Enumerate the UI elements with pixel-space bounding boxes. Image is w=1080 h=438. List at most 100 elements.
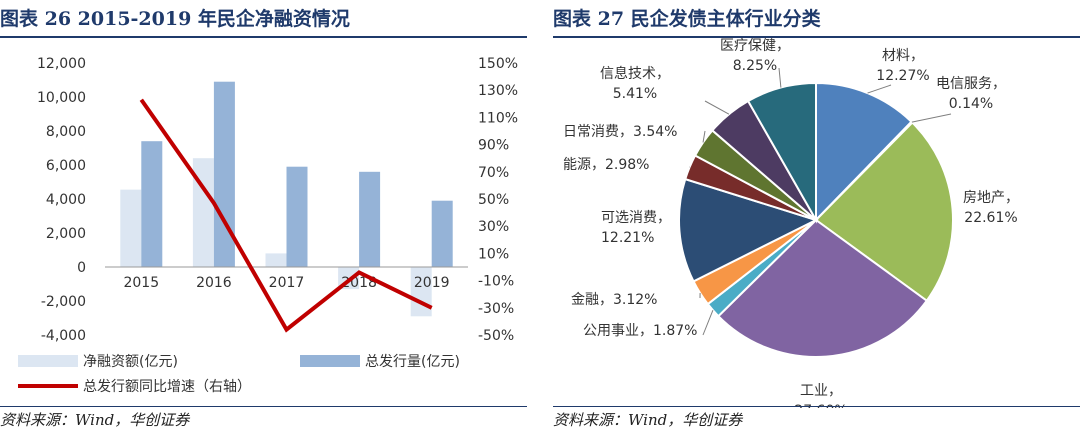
y-left-tick-label: -2,000	[41, 294, 86, 310]
slice-sep: ，	[657, 210, 671, 226]
slice-label: 电信服务，	[936, 76, 1006, 92]
bar	[286, 166, 308, 267]
slice-value: 12.21%	[601, 230, 654, 246]
source-divider	[0, 406, 527, 407]
x-tick-label: 2015	[123, 275, 159, 291]
slice-value: 2.98%	[605, 157, 649, 173]
slice-value: 27.60%	[794, 403, 847, 408]
slice-value: 0.14%	[949, 96, 993, 112]
slice-value: 8.25%	[733, 58, 777, 74]
bar	[431, 200, 453, 267]
slice-label: 能源，2.98%	[563, 157, 649, 173]
slice-name: 材料	[882, 48, 910, 64]
chart-title: 图表 26 2015-2019 年民企净融资情况	[0, 8, 350, 30]
pie-slice	[716, 218, 929, 358]
leader-line	[867, 84, 892, 94]
y-left-tick-label: 0	[77, 260, 86, 276]
slice-name: 公用事业	[583, 323, 639, 339]
leader-line	[702, 310, 714, 336]
slice-name: 房地产	[963, 190, 1005, 206]
y-right-tick-label: 70%	[478, 165, 509, 181]
y-right-tick-label: -50%	[478, 328, 514, 344]
slice-sep: ，	[828, 383, 842, 399]
y-right-tick-label: 150%	[478, 56, 518, 72]
slice-name: 电信服务	[936, 76, 992, 92]
source-note: 资料来源：Wind，华创证券	[553, 411, 743, 429]
pie-slice	[678, 177, 819, 283]
chart-panel-net-financing: 图表 26 2015-2019 年民企净融资情况 12,000 10,000 8,0…	[0, 0, 527, 438]
slice-label: 房地产，	[963, 190, 1019, 206]
bar	[141, 141, 163, 267]
y-right-tick-label: -30%	[478, 301, 514, 317]
y-left-tick-label: 2,000	[46, 226, 86, 242]
slice-value: 1.87%	[653, 323, 697, 339]
slice-label: 日常消费，3.54%	[563, 124, 677, 140]
slice-sep: ，	[776, 38, 790, 54]
slice-value: 5.41%	[613, 86, 657, 102]
legend-label: 总发行额同比增速（右轴）	[83, 379, 251, 395]
slice-name: 医疗保健	[720, 38, 776, 54]
slice-value: 22.61%	[964, 210, 1017, 226]
slice-name: 金融	[571, 292, 599, 308]
source-divider	[553, 406, 1080, 407]
slice-sep: ，	[1005, 190, 1019, 206]
y-right-tick-label: 30%	[478, 219, 509, 235]
industry-pie-chart: 材料，12.27%电信服务，0.14%房地产，22.61%工业，27.60%公用…	[563, 38, 1019, 408]
slice-label: 金融，3.12%	[571, 292, 657, 308]
y-right-tick-label: 10%	[478, 246, 509, 262]
y-right-tick-label: 90%	[478, 138, 509, 154]
title-divider	[553, 36, 1080, 38]
slice-name: 日常消费	[563, 124, 619, 140]
leader-line	[704, 100, 730, 115]
y-right-tick-label: -10%	[478, 274, 514, 290]
y-right-tick-label: 130%	[478, 83, 518, 99]
leader-line	[778, 67, 782, 88]
slice-value: 3.54%	[633, 124, 677, 140]
slice-label: 医疗保健，	[720, 38, 790, 54]
slice-sep: ，	[656, 66, 670, 82]
x-tick-label: 2016	[196, 275, 232, 291]
legend-swatch	[18, 355, 78, 367]
leader-line	[702, 130, 706, 143]
leader-line	[911, 113, 952, 123]
slice-name: 能源	[563, 157, 591, 173]
y-left-tick-label: -4,000	[41, 328, 86, 344]
slice-name: 信息技术	[600, 65, 656, 82]
slice-value: 3.12%	[613, 292, 657, 308]
growth-line	[139, 98, 433, 333]
y-left-tick-label: 12,000	[37, 56, 86, 72]
chart-panel-industry: 图表 27 民企发债主体行业分类 材料， 12.27% 电信服务， 0.14% 房地产，…	[553, 0, 1080, 438]
y-right-tick-label: 50%	[478, 192, 509, 208]
slice-value: 12.27%	[876, 68, 929, 84]
y-left-tick-label: 4,000	[46, 192, 86, 208]
legend-swatch	[300, 355, 360, 367]
pie-slice	[814, 121, 954, 303]
slice-sep: ，	[639, 323, 653, 339]
slice-name: 可选消费	[601, 210, 657, 226]
x-tick-label: 2019	[414, 275, 450, 291]
net-financing-chart: 12,000 10,000 8,000 6,000 4,000 2,000 0 -2,000 -…	[18, 56, 518, 395]
y-right-tick-label: 110%	[478, 110, 518, 126]
slice-sep: ，	[910, 48, 924, 64]
y-left-tick-label: 8,000	[46, 124, 86, 140]
slice-label: 公用事业，1.87%	[583, 323, 697, 339]
slice-sep: ，	[591, 157, 605, 173]
slice-label: 可选消费，	[601, 210, 671, 226]
title-divider	[0, 36, 527, 38]
slice-label: 材料，	[882, 48, 924, 64]
x-tick-label: 2017	[269, 275, 305, 291]
slice-label: 工业，	[800, 383, 842, 399]
slice-sep: ，	[992, 76, 1006, 92]
bar	[120, 189, 142, 267]
legend-label: 总发行量(亿元)	[365, 354, 460, 370]
slice-sep: ，	[619, 124, 633, 140]
slice-sep: ，	[599, 292, 613, 308]
slice-name: 工业	[800, 383, 828, 399]
chart-title: 图表 27 民企发债主体行业分类	[553, 8, 821, 30]
y-left-tick-label: 6,000	[46, 158, 86, 174]
slice-label: 信息技术，	[600, 65, 670, 82]
y-left-tick-label: 10,000	[37, 90, 86, 106]
bar	[265, 253, 287, 267]
bar	[359, 171, 381, 267]
legend-label: 净融资额(亿元)	[83, 354, 178, 370]
